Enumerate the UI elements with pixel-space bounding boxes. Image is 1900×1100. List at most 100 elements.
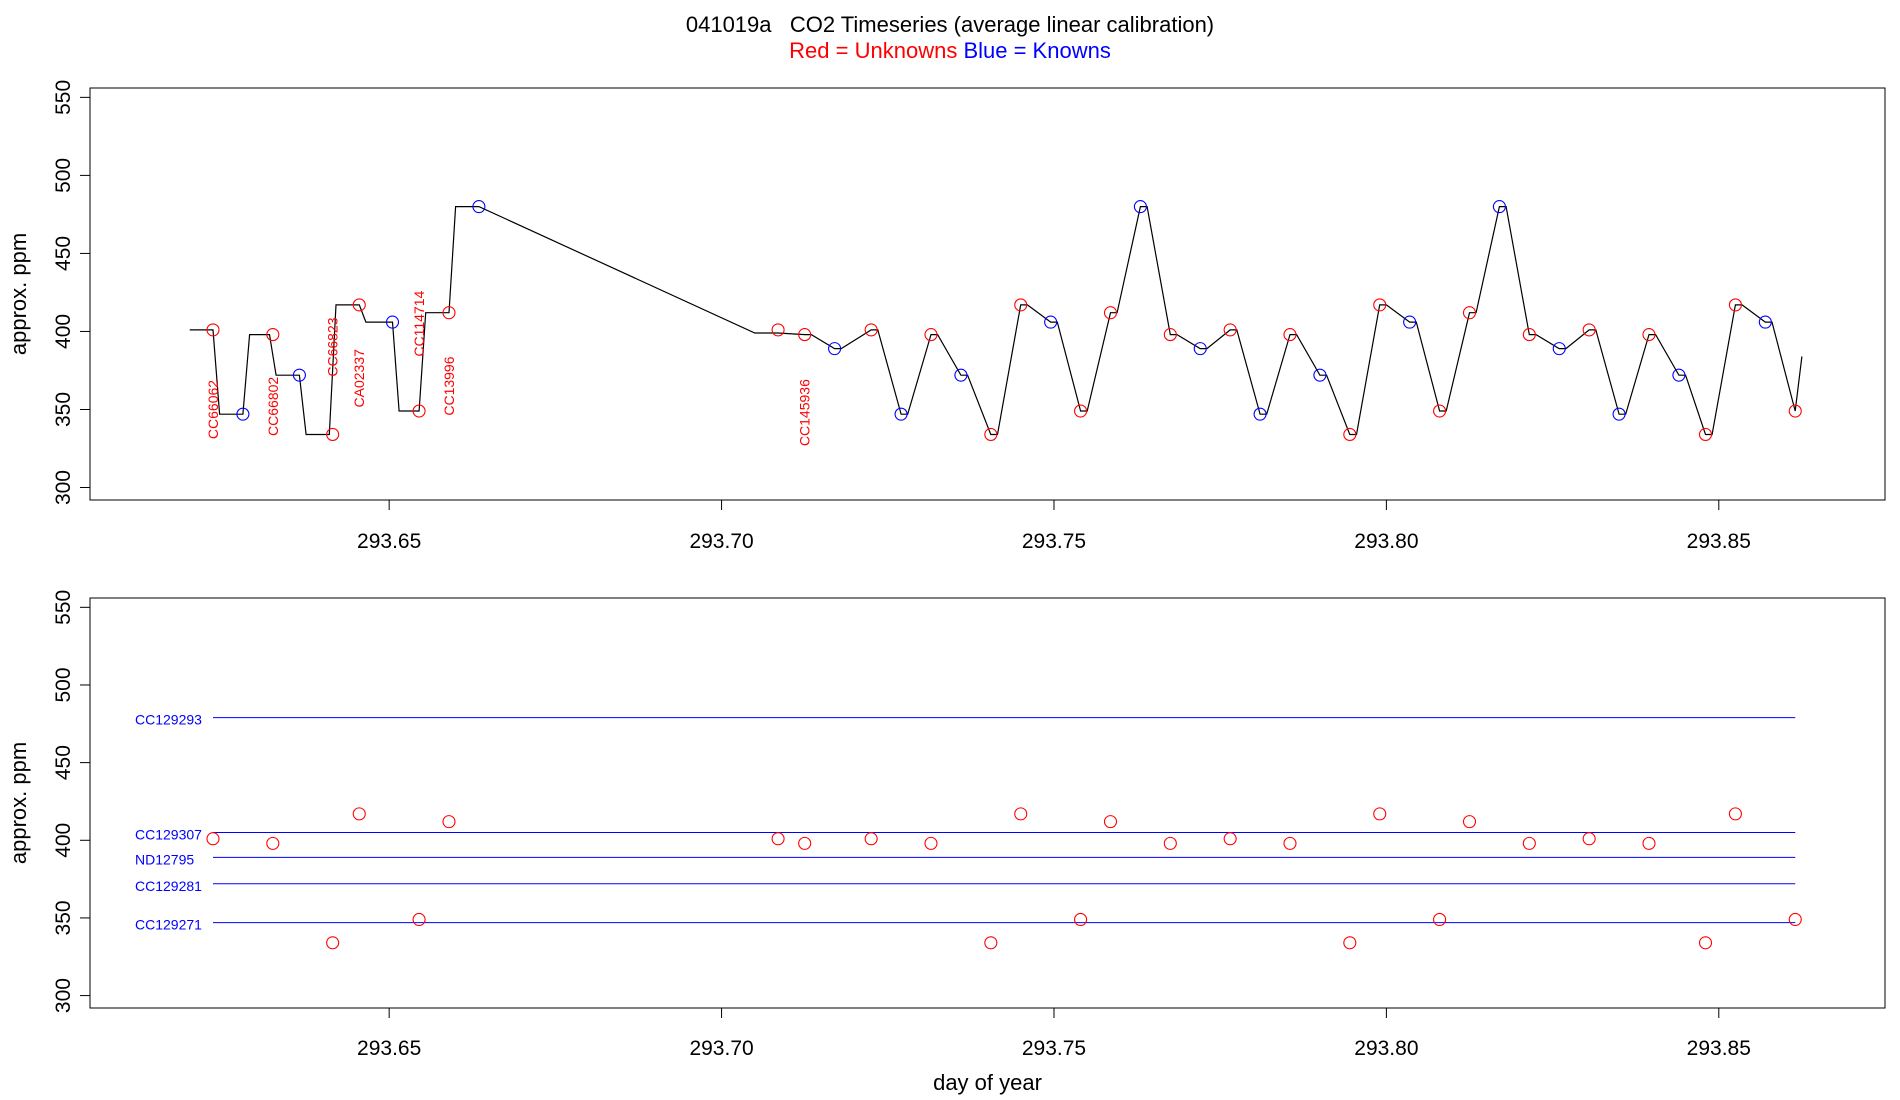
reference-line-label: CC129271 <box>135 917 202 933</box>
y-tick-label: 300 <box>52 470 75 505</box>
unknown-point <box>1103 306 1118 320</box>
unknown-point <box>1788 404 1802 418</box>
unknown-point <box>326 427 340 442</box>
unknown-point <box>1582 323 1596 337</box>
known-point <box>385 315 400 329</box>
known-point <box>236 407 250 421</box>
unknown-point <box>326 936 340 950</box>
unknown-point <box>984 427 998 442</box>
unknown-point <box>1283 836 1297 850</box>
sample-annotation: CC66062 <box>205 380 221 439</box>
plot-frame <box>89 87 1886 501</box>
known-point <box>954 368 968 382</box>
unknown-point <box>1343 427 1357 442</box>
y-tick-label: 450 <box>52 236 75 271</box>
unknown-point <box>798 328 812 342</box>
known-point <box>1492 200 1506 214</box>
x-tick-label: 293.85 <box>1687 1037 1751 1060</box>
known-point <box>894 407 908 421</box>
unknown-point <box>1462 306 1477 320</box>
y-axis-label: approx. ppm <box>6 233 31 355</box>
unknown-point <box>1373 807 1387 821</box>
unknown-point <box>1014 807 1028 821</box>
y-tick-label: 500 <box>52 158 75 193</box>
unknown-point <box>771 323 785 337</box>
sample-annotation: CC114714 <box>411 290 427 356</box>
reference-line-label: ND12795 <box>135 851 194 867</box>
y-tick-label: 550 <box>52 80 75 115</box>
known-point <box>1193 342 1207 356</box>
reference-line-label: CC129307 <box>135 827 202 843</box>
known-point <box>472 200 486 214</box>
unknown-point <box>1582 832 1596 846</box>
known-point <box>1552 342 1566 356</box>
chart-title: 041019a CO2 Timeseries (average linear c… <box>685 12 1215 37</box>
x-tick-label: 293.75 <box>1022 1037 1086 1060</box>
unknown-point <box>864 832 878 846</box>
reference-line-label: CC129293 <box>135 712 202 728</box>
unknown-point <box>1522 836 1536 850</box>
plot-frame <box>89 597 1886 1009</box>
unknown-point <box>206 323 220 337</box>
sample-annotation: CC13996 <box>441 356 457 415</box>
known-point <box>1133 200 1147 214</box>
unknown-point <box>442 815 456 829</box>
unknown-point <box>1788 912 1802 927</box>
unknown-point <box>352 807 366 821</box>
unknown-point <box>1373 298 1387 312</box>
unknown-point <box>266 328 280 342</box>
unknown-point <box>924 328 938 342</box>
known-point <box>1253 407 1267 421</box>
unknown-point <box>1698 427 1713 442</box>
chart-subtitle: Red = Unknowns Blue = Knowns <box>0 38 1900 64</box>
y-tick-label: 400 <box>52 823 75 858</box>
unknown-point <box>1223 832 1237 846</box>
known-point <box>1672 368 1686 382</box>
unknown-point <box>798 836 812 850</box>
sample-annotation: CC66823 <box>325 317 341 376</box>
y-tick-label: 550 <box>52 590 75 625</box>
unknown-point <box>1283 328 1297 342</box>
unknown-point <box>1163 836 1177 850</box>
reference-line-label: CC129281 <box>135 878 202 894</box>
x-tick-label: 293.70 <box>689 530 753 553</box>
unknowns-legend-label: Red = Unknowns <box>789 38 958 63</box>
series-line-trace <box>189 206 1803 436</box>
unknown-point <box>1433 912 1447 927</box>
unknown-point <box>1074 404 1088 418</box>
unknown-point <box>412 912 426 927</box>
y-tick-label: 450 <box>52 745 75 780</box>
top-panel: 300 350 400 450 500 550 293.65 293.70 293.75 293.… <box>6 80 1886 553</box>
sample-annotation: CA02337 <box>351 349 367 408</box>
unknown-point <box>206 832 220 846</box>
y-tick-label: 400 <box>52 314 75 349</box>
y-tick-label: 500 <box>52 667 75 702</box>
unknown-point <box>924 836 938 850</box>
known-point <box>292 368 306 382</box>
unknown-point <box>1642 328 1656 342</box>
unknown-point <box>984 936 998 950</box>
x-axis-label: day of year <box>933 1070 1042 1095</box>
unknown-point <box>442 306 456 320</box>
unknown-point <box>1698 936 1713 950</box>
known-point <box>1044 315 1058 329</box>
unknown-point <box>1163 328 1177 342</box>
unknown-point <box>1074 912 1088 927</box>
x-tick-label: 293.85 <box>1687 530 1751 553</box>
knowns-legend-label: Blue = Knowns <box>963 38 1111 63</box>
sample-annotation: CC66802 <box>265 377 281 436</box>
unknown-point <box>412 404 426 418</box>
x-tick-label: 293.75 <box>1022 530 1086 553</box>
unknown-point <box>1728 298 1742 312</box>
sample-annotation: CC145936 <box>797 379 813 446</box>
x-tick-label: 293.80 <box>1354 1037 1418 1060</box>
x-tick-label: 293.80 <box>1354 530 1418 553</box>
chart-title-block: 041019a CO2 Timeseries (average linear c… <box>0 12 1900 64</box>
unknown-point <box>1642 836 1656 850</box>
unknown-point <box>1728 807 1742 821</box>
bottom-panel: 300 350 400 450 500 550 293.65 293.70 293.75 293.… <box>6 590 1886 1095</box>
known-point <box>1313 368 1327 382</box>
known-point <box>1758 315 1772 329</box>
unknown-point <box>352 298 366 312</box>
